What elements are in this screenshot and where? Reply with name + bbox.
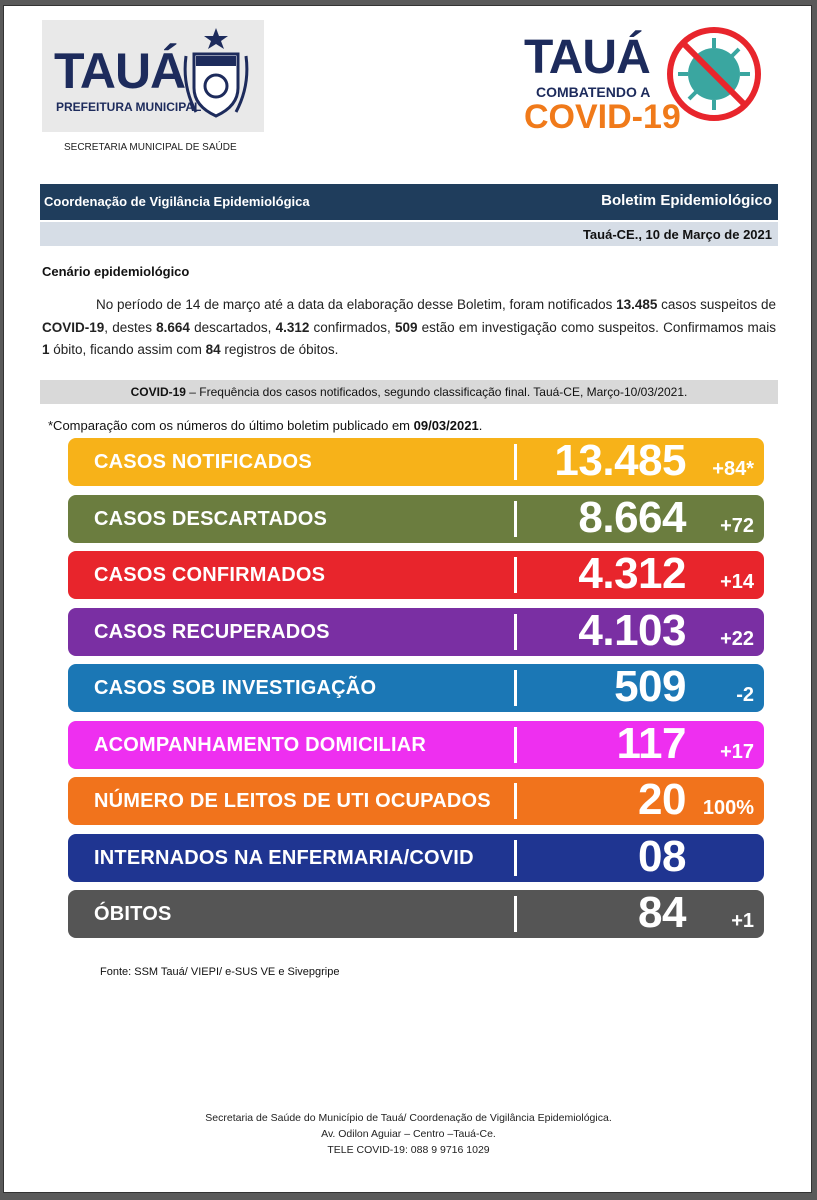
scenario-paragraph: No período de 14 de março até a data da … <box>42 297 777 357</box>
stat-delta: +84* <box>712 458 754 480</box>
stat-value: 08 <box>638 831 686 881</box>
stat-label: CASOS NOTIFICADOS <box>94 451 312 473</box>
footer: Secretaria de Saúde do Município de Tauá… <box>4 1110 813 1158</box>
stat-divider <box>514 613 517 650</box>
stat-label: ACOMPANHAMENTO DOMICILIAR <box>94 733 427 756</box>
stat-value: 509 <box>614 662 686 711</box>
stat-value: 117 <box>616 718 687 768</box>
stat-delta: 100% <box>702 797 754 819</box>
stat-label: CASOS RECUPERADOS <box>94 620 330 643</box>
stat-bar: CASOS CONFIRMADOS 4.312 +14 <box>68 549 764 599</box>
footer-line1: Secretaria de Saúde do Município de Tauá… <box>205 1112 612 1124</box>
stat-divider <box>514 670 517 706</box>
logo-right-line2: COVID-19 <box>524 98 681 136</box>
prefeitura-logo: TAUÁ PREFEITURA MUNICIPAL <box>42 20 264 132</box>
stat-delta: +14 <box>720 571 754 593</box>
stat-label: NÚMERO DE LEITOS DE UTI OCUPADOS <box>94 790 491 812</box>
bulletin-date: Tauá-CE., 10 de Março de 2021 <box>582 227 772 242</box>
stat-bar: CASOS SOB INVESTIGAÇÃO 509 -2 <box>68 662 764 712</box>
stat-delta: +22 <box>720 627 754 650</box>
stat-bar: INTERNADOS NA ENFERMARIA/COVID 08 <box>68 831 764 882</box>
stat-value: 84 <box>638 888 686 937</box>
boletim-title: Boletim Epidemiológico <box>601 192 772 209</box>
logo-right-title: TAUÁ <box>524 31 651 84</box>
comparison-note: *Comparação com os números do último bol… <box>48 418 483 433</box>
stat-bar: CASOS DESCARTADOS 8.664 +72 <box>68 492 764 543</box>
stat-label: CASOS CONFIRMADOS <box>94 564 326 586</box>
secretaria-label: SECRETARIA MUNICIPAL DE SAÚDE <box>64 142 237 153</box>
logo-left-sub: PREFEITURA MUNICIPAL <box>56 100 202 114</box>
stat-value: 8.664 <box>578 492 686 542</box>
stat-delta: +17 <box>720 740 754 763</box>
stat-bar: CASOS NOTIFICADOS 13.485 +84* <box>68 436 764 486</box>
stat-value: 4.103 <box>578 605 686 655</box>
stat-value: 13.485 <box>554 436 686 485</box>
covid-campaign-logo: TAUÁ COMBATENDO A COVID-19 <box>522 24 772 136</box>
footer-line3: TELE COVID-19: 088 9 9716 1029 <box>327 1144 490 1156</box>
header-band: Coordenação de Vigilância Epidemiológica… <box>40 184 778 220</box>
stat-bar: NÚMERO DE LEITOS DE UTI OCUPADOS 20 100% <box>68 775 764 825</box>
stat-value: 4.312 <box>578 549 686 598</box>
stat-delta: -2 <box>736 684 754 706</box>
frequency-caption: COVID-19 – Frequência dos casos notifica… <box>40 380 778 404</box>
scenario-title: Cenário epidemiológico <box>42 264 190 279</box>
stat-divider <box>514 500 517 537</box>
footer-line2: Av. Odilon Aguiar – Centro –Tauá-Ce. <box>321 1128 496 1140</box>
stat-label: ÓBITOS <box>94 903 172 925</box>
stat-divider <box>514 839 517 876</box>
logo-left-name: TAUÁ <box>54 43 186 99</box>
stat-label: CASOS DESCARTADOS <box>94 507 328 530</box>
stat-divider <box>514 444 517 480</box>
date-band: Tauá-CE., 10 de Março de 2021 <box>40 222 778 246</box>
source-note: Fonte: SSM Tauá/ VIEPI/ e-SUS VE e Sivep… <box>100 966 340 978</box>
stat-divider <box>514 896 517 932</box>
coordenacao-title: Coordenação de Vigilância Epidemiológica <box>44 194 310 209</box>
virus-prohibited-icon <box>667 27 761 121</box>
crest-icon <box>183 28 249 118</box>
stat-bar: ACOMPANHAMENTO DOMICILIAR 117 +17 <box>68 718 764 769</box>
stat-value: 20 <box>638 775 686 824</box>
stat-label: CASOS SOB INVESTIGAÇÃO <box>94 677 377 699</box>
stat-bar: CASOS RECUPERADOS 4.103 +22 <box>68 605 764 656</box>
stat-bar: ÓBITOS 84 +1 <box>68 888 764 938</box>
stat-divider <box>514 557 517 593</box>
logo-right-line1: COMBATENDO A <box>536 84 651 100</box>
stat-delta: +1 <box>731 910 754 932</box>
stat-delta: +72 <box>720 514 754 537</box>
stat-label: INTERNADOS NA ENFERMARIA/COVID <box>94 846 474 869</box>
stat-divider <box>514 726 517 763</box>
stat-divider <box>514 783 517 819</box>
bulletin-page: TAUÁ PREFEITURA MUNICIPAL SECRETARIA MUN… <box>3 5 812 1193</box>
